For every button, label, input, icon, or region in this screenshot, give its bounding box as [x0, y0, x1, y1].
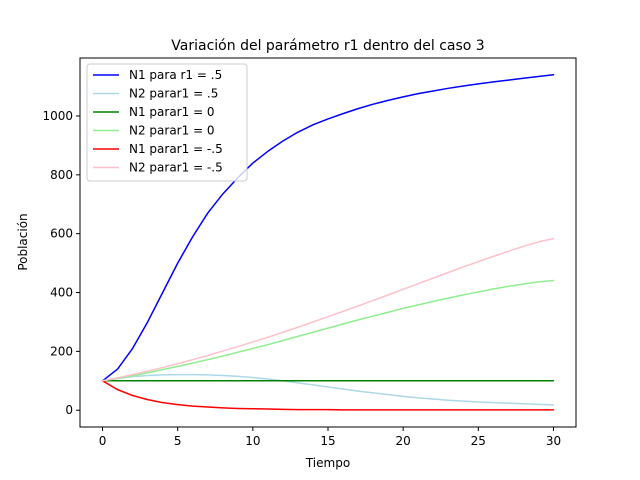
legend-label: N1 parar1 = 0 — [129, 105, 215, 119]
y-axis-label: Población — [16, 213, 30, 270]
y-tick-label: 800 — [50, 168, 73, 182]
y-tick-label: 400 — [50, 286, 73, 300]
x-axis-ticks: 0 5 10 15 20 25 30 — [99, 427, 561, 448]
series-line-1 — [101, 74, 555, 382]
legend-label: N1 para r1 = .5 — [129, 68, 222, 82]
chart-title: Variación del parámetro r1 dentro del ca… — [171, 38, 484, 54]
legend-box — [86, 63, 248, 182]
series-line-4 — [101, 279, 555, 382]
y-tick-label: 600 — [50, 227, 73, 241]
y-tick-label: 0 — [65, 403, 73, 417]
legend-label: N2 parar1 = .5 — [129, 87, 218, 101]
x-axis-label: Tiempo — [305, 456, 350, 470]
x-tick-label: 0 — [99, 434, 107, 448]
legend-label: N1 parar1 = -.5 — [129, 142, 223, 156]
x-tick-label: 30 — [546, 434, 561, 448]
x-tick-label: 15 — [320, 434, 335, 448]
series-line-2 — [101, 373, 555, 406]
x-tick-label: 5 — [174, 434, 182, 448]
series-line-6 — [101, 237, 555, 382]
legend: N1 para r1 = .5 N2 parar1 = .5 N1 parar1 =… — [86, 63, 248, 182]
x-tick-label: 10 — [245, 434, 260, 448]
legend-label: N2 parar1 = -.5 — [129, 161, 223, 175]
plot-lines — [101, 74, 555, 411]
x-tick-label: 20 — [396, 434, 411, 448]
series-line-5 — [101, 380, 555, 411]
y-tick-label: 1000 — [42, 109, 73, 123]
x-tick-label: 25 — [471, 434, 486, 448]
y-axis-ticks: 0 200 400 600 800 1000 — [42, 109, 80, 417]
legend-label: N2 parar1 = 0 — [129, 124, 215, 138]
y-tick-label: 200 — [50, 344, 73, 358]
